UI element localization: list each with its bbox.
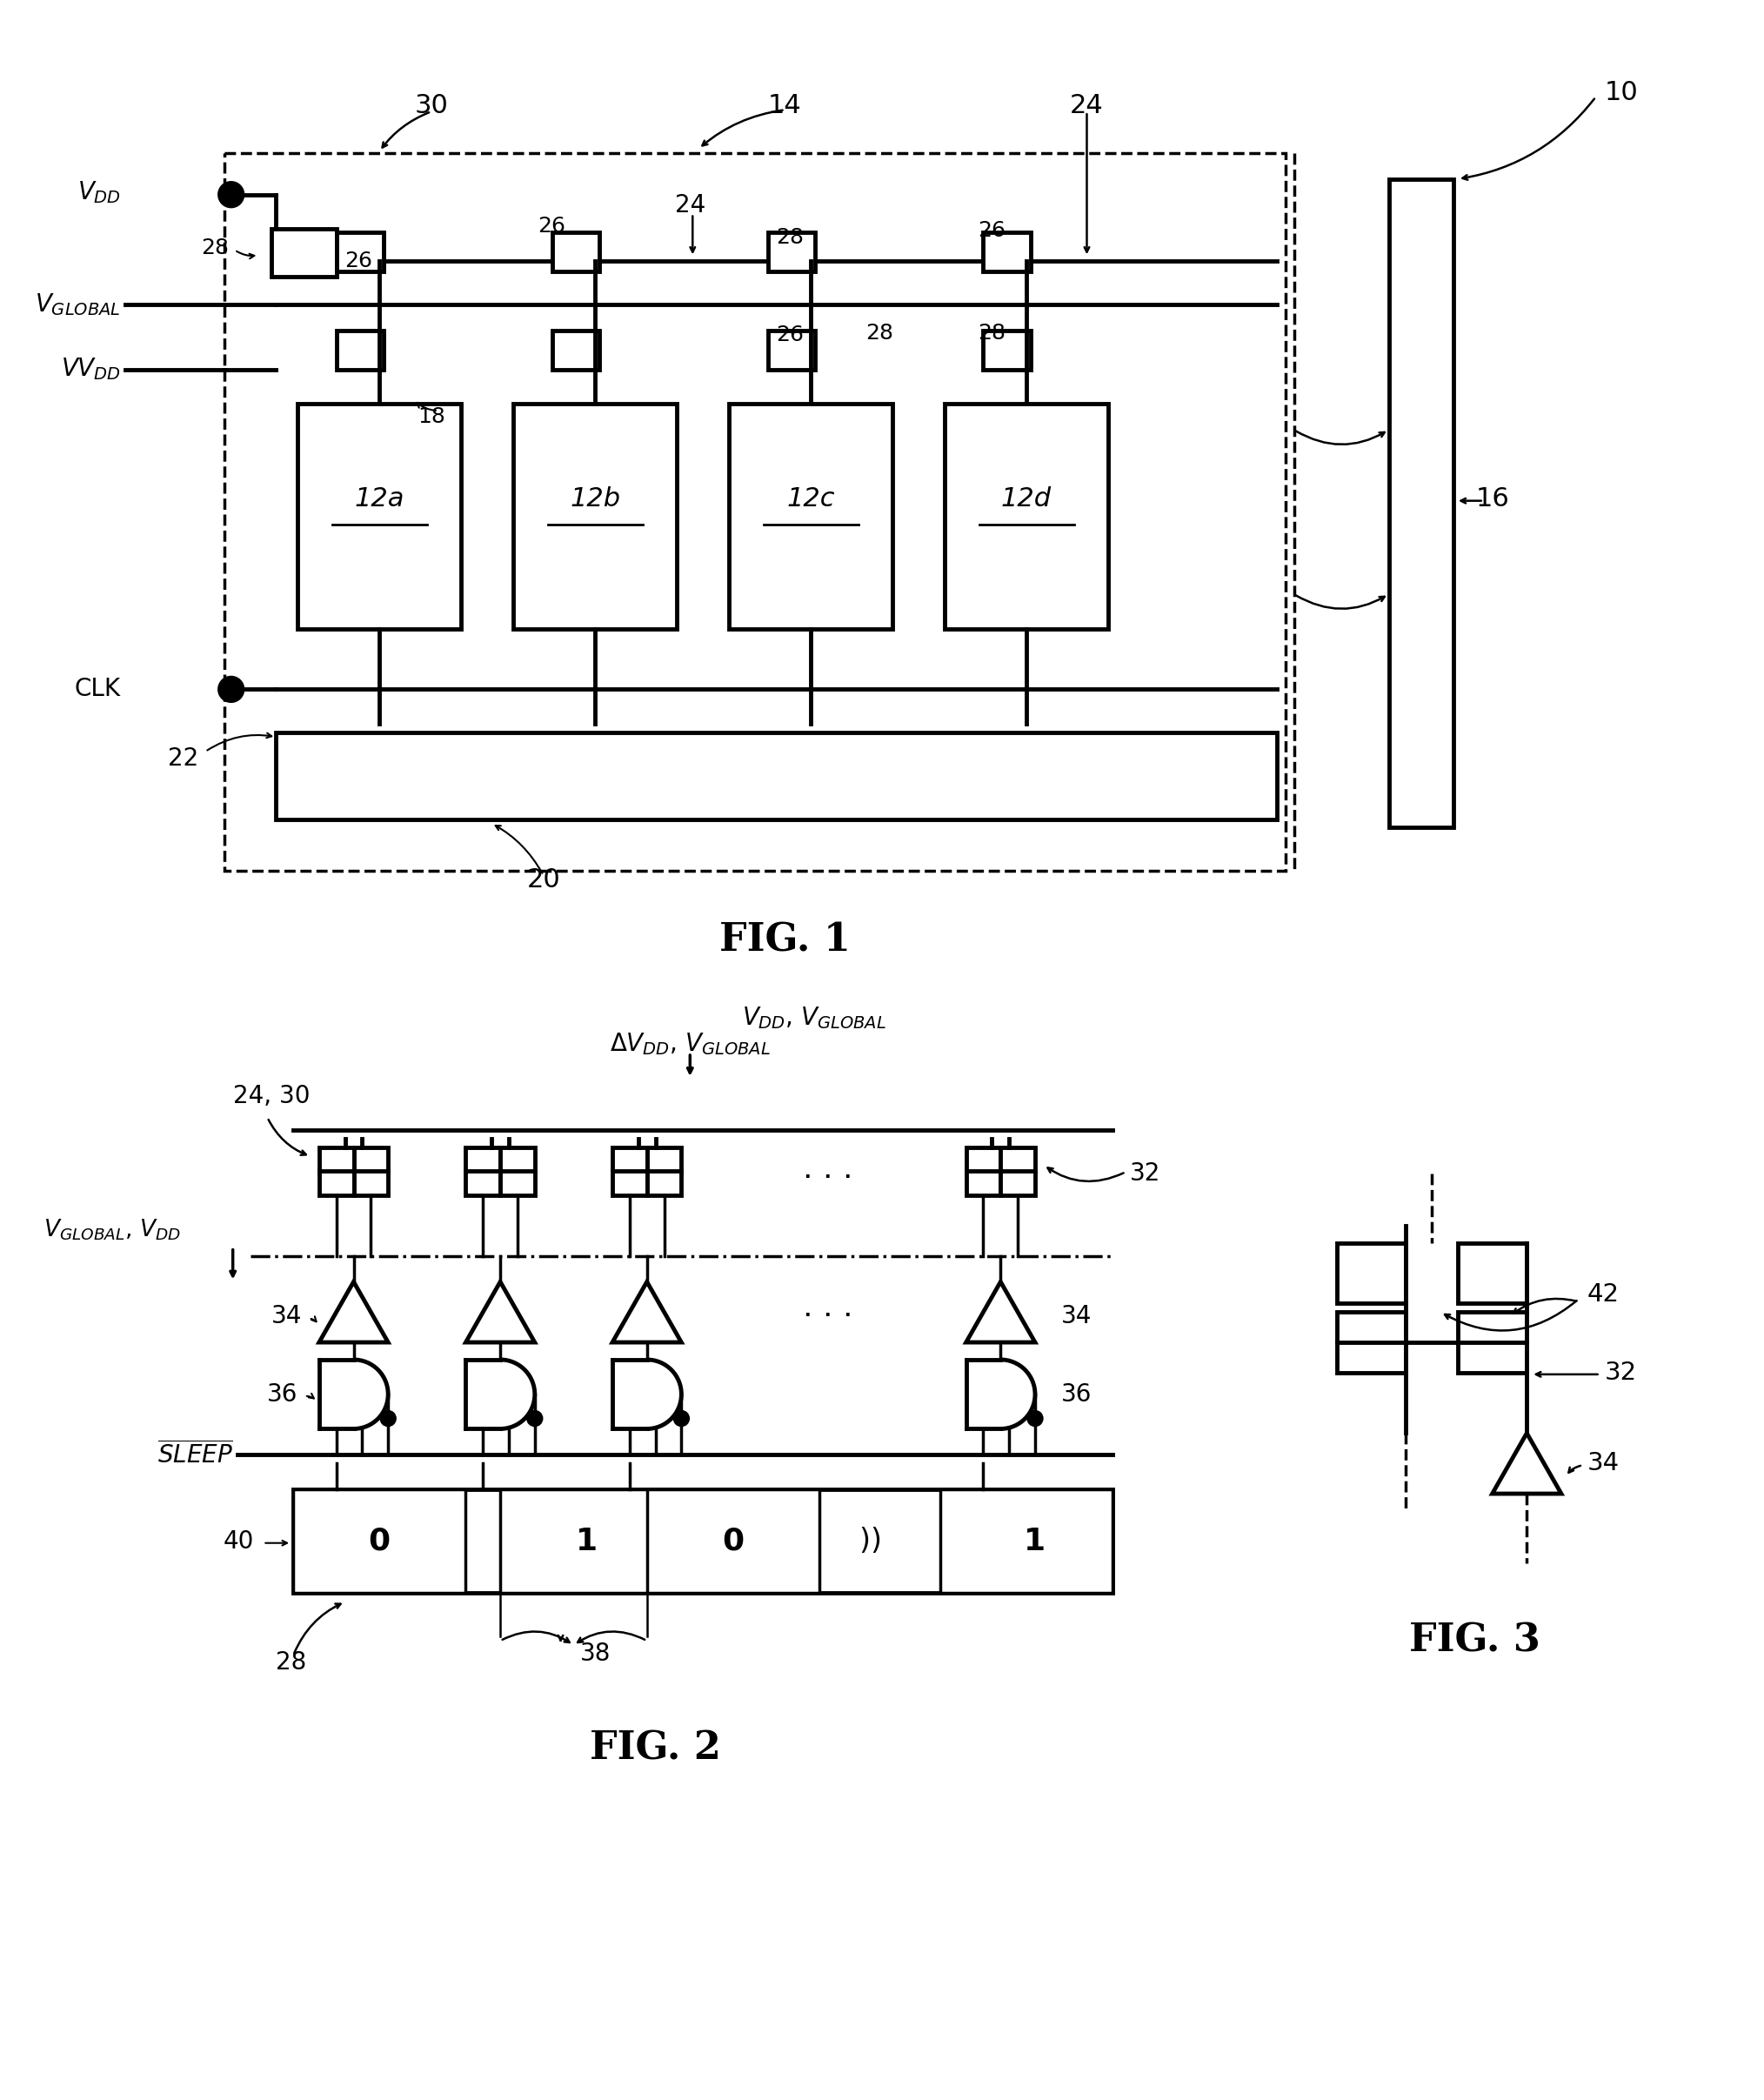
Bar: [1337, 1243, 1406, 1304]
Bar: [729, 403, 893, 628]
Bar: [612, 1149, 647, 1195]
Bar: [552, 233, 600, 271]
Bar: [353, 1149, 388, 1195]
Text: )): )): [859, 1527, 900, 1556]
Bar: [337, 233, 385, 271]
Text: 36: 36: [266, 1382, 298, 1407]
Text: 12d: 12d: [1002, 487, 1051, 512]
Text: 12a: 12a: [355, 487, 404, 512]
Bar: [501, 1489, 672, 1594]
Text: 34: 34: [272, 1304, 302, 1329]
Bar: [501, 1149, 534, 1195]
Text: 26: 26: [538, 216, 566, 237]
Bar: [224, 153, 1286, 871]
Text: 26: 26: [776, 323, 804, 344]
Text: $V_{DD}$, $V_{GLOBAL}$: $V_{DD}$, $V_{GLOBAL}$: [743, 1006, 886, 1031]
Bar: [1388, 179, 1454, 827]
Text: 0: 0: [369, 1527, 390, 1556]
Bar: [293, 1489, 466, 1594]
Circle shape: [219, 676, 243, 701]
Bar: [983, 330, 1030, 370]
Bar: [767, 233, 815, 271]
Text: 14: 14: [767, 92, 803, 118]
Text: 28: 28: [201, 237, 229, 258]
Bar: [513, 403, 677, 628]
Text: 28: 28: [275, 1651, 307, 1674]
Circle shape: [527, 1411, 542, 1426]
Text: 40: 40: [224, 1529, 254, 1554]
Text: $V_{GLOBAL}$, $V_{DD}$: $V_{GLOBAL}$, $V_{DD}$: [44, 1218, 182, 1243]
Bar: [647, 1489, 820, 1594]
Text: FIG. 2: FIG. 2: [589, 1730, 721, 1768]
Bar: [1457, 1243, 1528, 1304]
Bar: [319, 1149, 353, 1195]
Text: 28: 28: [866, 323, 894, 344]
Text: 24: 24: [674, 193, 706, 216]
Text: 24, 30: 24, 30: [233, 1084, 310, 1109]
Bar: [940, 1489, 1113, 1594]
Bar: [272, 229, 337, 277]
Text: 42: 42: [1588, 1283, 1619, 1306]
Circle shape: [1028, 1411, 1043, 1426]
Bar: [1000, 1149, 1035, 1195]
Text: 16: 16: [1475, 487, 1510, 512]
Bar: [552, 330, 600, 370]
Text: 10: 10: [1605, 80, 1639, 105]
Text: 20: 20: [526, 867, 561, 892]
Text: 34: 34: [1060, 1304, 1092, 1329]
Text: $V_{DD}$: $V_{DD}$: [78, 179, 120, 206]
Text: 36: 36: [1060, 1382, 1092, 1407]
Text: 32: 32: [1131, 1161, 1161, 1186]
Text: · · ·: · · ·: [803, 1302, 854, 1331]
Text: 1: 1: [1025, 1527, 1046, 1556]
Text: 38: 38: [580, 1642, 610, 1665]
Text: 22: 22: [168, 745, 198, 771]
Bar: [337, 330, 385, 370]
Bar: [466, 1149, 501, 1195]
Text: CLK: CLK: [74, 676, 120, 701]
Text: 18: 18: [418, 407, 445, 426]
Circle shape: [219, 183, 243, 206]
Bar: [983, 233, 1030, 271]
Circle shape: [674, 1411, 688, 1426]
Text: FIG. 1: FIG. 1: [720, 922, 850, 960]
Bar: [1337, 1312, 1406, 1373]
Text: $VV_{DD}$: $VV_{DD}$: [60, 357, 120, 382]
Text: 1: 1: [575, 1527, 598, 1556]
Bar: [967, 1149, 1000, 1195]
Text: 24: 24: [1071, 92, 1104, 118]
Bar: [275, 733, 1277, 819]
Text: FIG. 3: FIG. 3: [1409, 1621, 1540, 1659]
Text: 28: 28: [776, 227, 804, 248]
Text: 12b: 12b: [570, 487, 621, 512]
Text: $\Delta V_{DD}$, $V_{GLOBAL}$: $\Delta V_{DD}$, $V_{GLOBAL}$: [610, 1031, 771, 1056]
Text: $V_{GLOBAL}$: $V_{GLOBAL}$: [35, 292, 120, 317]
Bar: [1457, 1312, 1528, 1373]
Bar: [944, 403, 1108, 628]
Bar: [647, 1149, 681, 1195]
Text: 26: 26: [346, 250, 372, 271]
Bar: [298, 403, 462, 628]
Text: $\overline{SLEEP}$: $\overline{SLEEP}$: [157, 1441, 233, 1468]
Text: 32: 32: [1605, 1361, 1637, 1384]
Text: 26: 26: [977, 220, 1005, 242]
Bar: [767, 330, 815, 370]
Text: · · ·: · · ·: [803, 1163, 854, 1193]
Text: 34: 34: [1588, 1451, 1619, 1476]
Text: 28: 28: [977, 323, 1005, 344]
Bar: [293, 1489, 1113, 1594]
Text: 30: 30: [415, 92, 448, 118]
Text: 12c: 12c: [787, 487, 834, 512]
Text: 0: 0: [721, 1527, 744, 1556]
Circle shape: [381, 1411, 395, 1426]
